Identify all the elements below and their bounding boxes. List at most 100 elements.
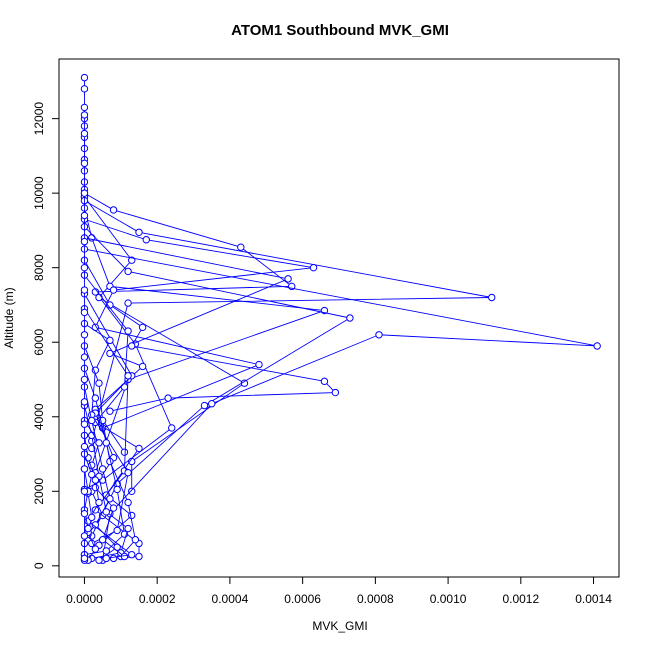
x-axis-label: MVK_GMI [312,619,367,633]
data-point [109,504,118,512]
data-point [80,442,89,451]
data-point [106,495,114,503]
data-point [80,189,89,197]
data-point [80,129,89,138]
series [80,222,354,540]
data-point [164,394,172,402]
data-point [88,513,96,522]
data-point [593,342,601,350]
data-point [80,532,89,540]
data-point [138,362,147,371]
data-point [88,470,96,479]
series [80,193,249,495]
data-point [80,308,89,317]
data-point [80,111,89,119]
data-point [255,360,263,369]
data-point [135,228,143,236]
series-line [84,207,325,473]
data-point [124,498,132,507]
series-line [84,218,314,429]
series [80,383,121,564]
y-axis: 0 2000 4000 6000 8000 10000 12000 [32,102,60,569]
data-point [208,400,216,408]
data-point [138,323,147,332]
series-line [84,274,140,546]
data-point [91,483,100,492]
data-point [91,545,100,553]
data-point [106,407,114,415]
data-point [91,476,100,484]
y-tick-label: 4000 [32,403,46,430]
data-point [375,331,383,339]
data-point [102,439,110,447]
data-point [98,465,107,473]
data-point [124,468,132,477]
data-point [346,314,354,322]
y-tick-label: 0 [32,562,46,569]
data-point [200,401,209,410]
data-point [102,554,110,563]
data-point [331,388,340,397]
data-point [124,327,132,335]
series [80,416,129,561]
y-axis-label: Altitude (m) [2,287,16,348]
data-point [309,263,318,272]
data-point [95,439,103,447]
data-point [102,508,110,516]
y-tick-label: 6000 [32,329,46,356]
data-point [237,243,245,251]
series [80,256,340,415]
data-point [80,375,89,384]
data-point [120,383,129,391]
data-point [128,511,136,520]
x-tick-label: 0.0014 [575,592,612,606]
series [80,319,132,548]
data-point [102,547,110,555]
data-point [80,487,89,495]
y-tick-label: 10000 [32,176,46,210]
series [80,215,318,432]
x-tick-label: 0.0006 [284,592,321,606]
plot-frame [58,58,620,578]
data-point [120,552,129,561]
x-tick-label: 0.0002 [139,592,176,606]
y-tick-label: 2000 [32,478,46,505]
data-point [128,550,136,559]
data-point [80,398,89,406]
data-point [95,379,103,387]
series-line [84,196,246,492]
data-point [80,554,89,563]
x-tick-label: 0.0010 [430,592,467,606]
data-point [128,342,136,350]
data-point [80,331,89,339]
x-axis: 0.0000 0.0002 0.0004 0.0006 0.0008 0.0010 0.00… [66,576,612,606]
data-point [95,556,103,564]
data-point [113,526,121,535]
data-point [135,444,143,453]
data-point [113,485,121,494]
chart-title: ATOM1 Southbound MVK_GMI [231,22,449,39]
series [80,111,89,563]
y-tick-label: 12000 [32,102,46,136]
series-line [84,226,352,537]
data-point [131,536,140,544]
data-point [98,536,107,544]
data-point [168,424,176,432]
data-point [95,498,103,507]
data-point [124,372,132,380]
data-point [91,521,100,529]
data-point [124,299,132,307]
data-point [488,293,496,302]
data-point [128,487,136,495]
x-tick-label: 0.0000 [66,592,103,606]
data-point [80,73,89,82]
data-point [320,377,329,386]
series-layer [80,73,601,564]
data-point [88,416,96,425]
data-point [80,420,89,428]
data-point [124,267,132,276]
data-point [106,336,114,345]
series-line [84,237,290,453]
data-point [91,394,100,402]
